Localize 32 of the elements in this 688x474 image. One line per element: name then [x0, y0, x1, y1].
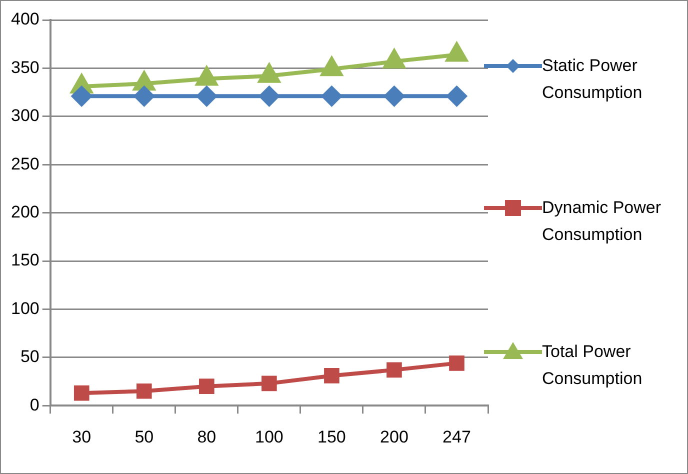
y-tick-label: 250: [10, 154, 40, 174]
point: [258, 64, 280, 83]
point: [321, 57, 342, 76]
legend-label: Static Power Consumption: [542, 55, 644, 104]
point: [446, 42, 468, 62]
y-tick-label: 150: [10, 250, 40, 270]
point: [324, 368, 340, 384]
point: [133, 72, 155, 91]
point: [136, 383, 152, 399]
x-tick-label: 30: [72, 427, 92, 446]
point: [196, 66, 218, 86]
point: [262, 376, 277, 392]
y-tick-label: 300: [10, 106, 40, 126]
x-tick-label: 200: [380, 427, 408, 446]
point: [199, 378, 214, 394]
y-tick-label: 100: [10, 298, 40, 318]
y-tick-label: 0: [30, 395, 40, 414]
y-tick-label: 200: [10, 202, 40, 222]
x-tick-label: 150: [318, 427, 346, 446]
x-tick-label: 100: [254, 427, 284, 446]
x-tick-label: 50: [134, 427, 154, 446]
point: [384, 49, 405, 68]
x-tick-label: 247: [442, 427, 471, 446]
point: [74, 385, 90, 401]
y-tick-label: 400: [10, 10, 40, 29]
legend-label: Dynamic Power Consumption: [542, 197, 662, 246]
point: [386, 362, 402, 378]
x-tick-label: 80: [197, 427, 216, 446]
point: [449, 356, 464, 371]
legend-label: Total Power Consumption: [542, 341, 644, 390]
y-tick-label: 350: [10, 58, 40, 77]
y-tick-label: 50: [20, 347, 40, 366]
